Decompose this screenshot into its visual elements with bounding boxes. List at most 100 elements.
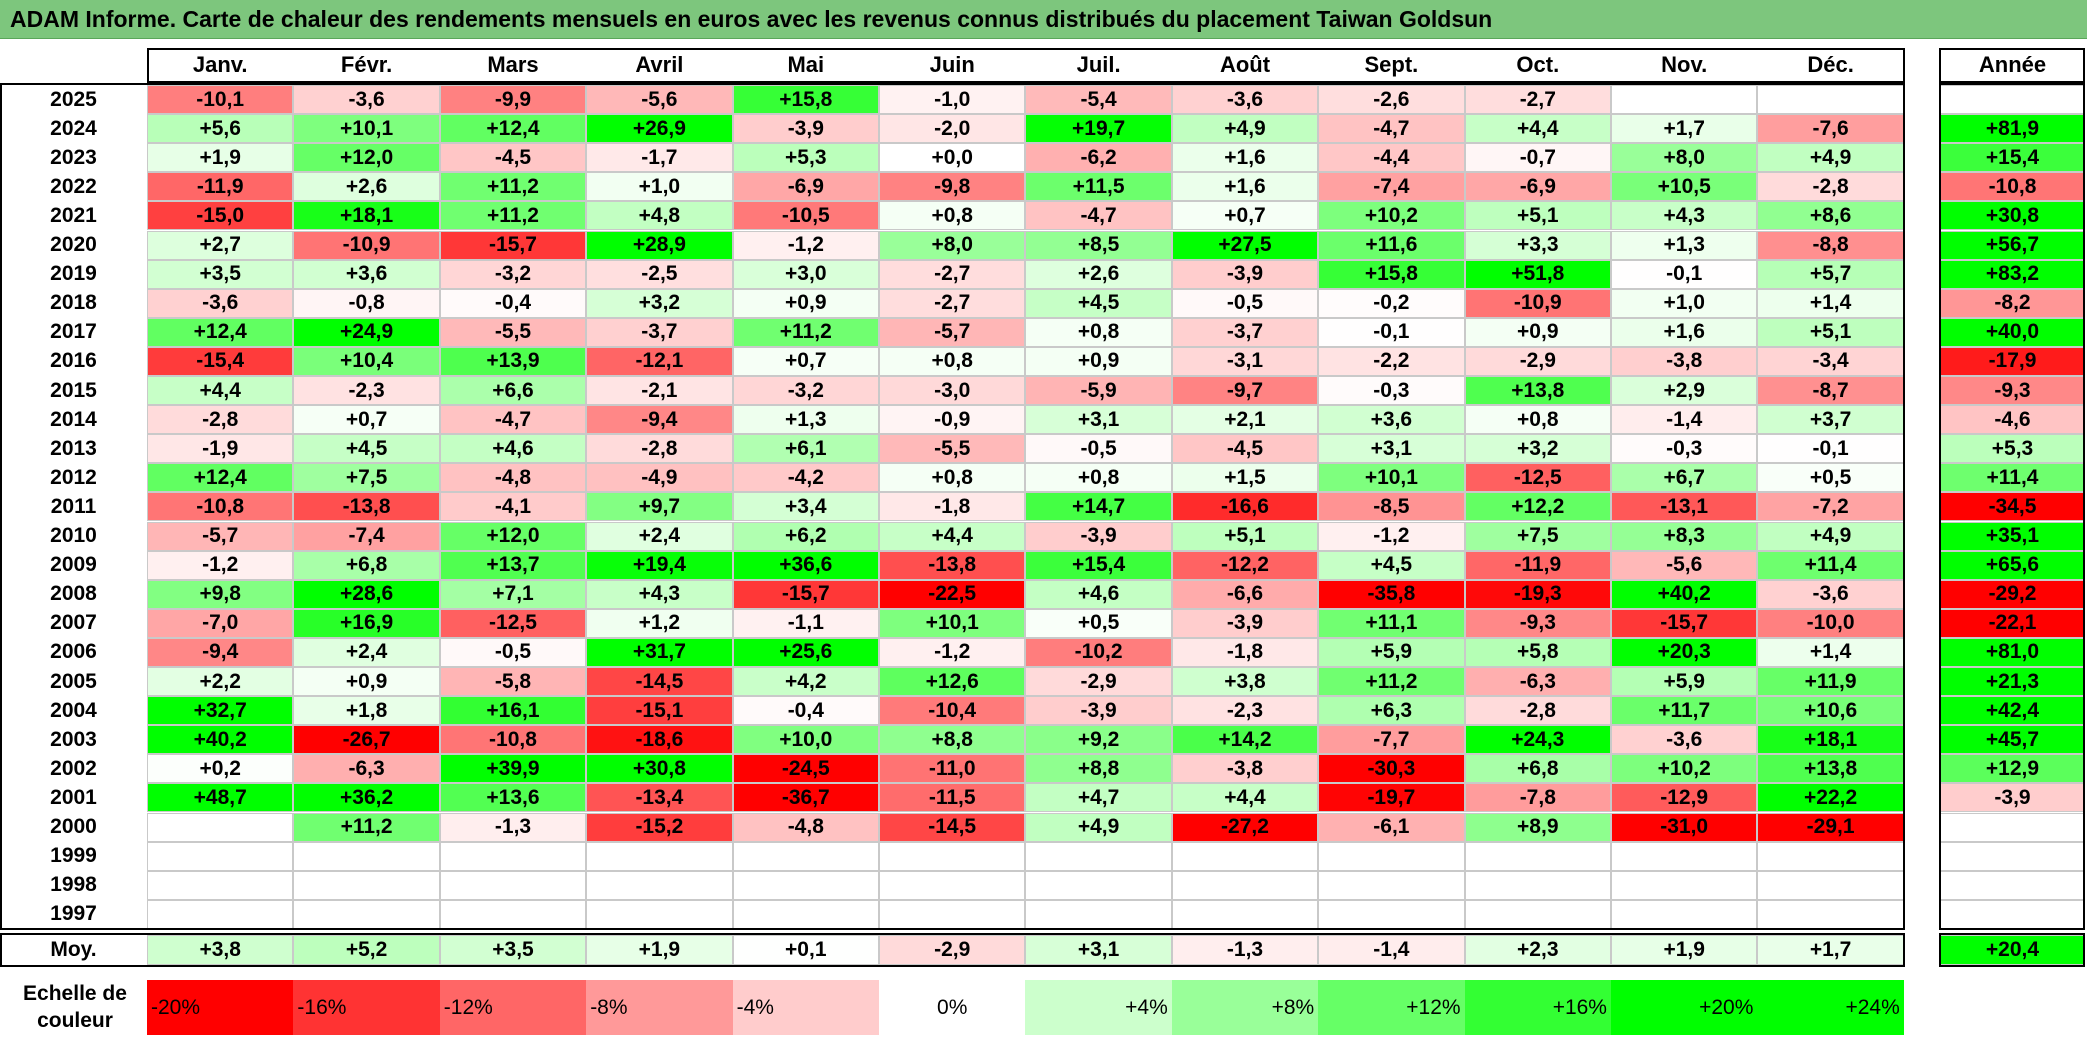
heatmap-cell: +11,2 <box>439 172 587 202</box>
heatmap-cell: +0,8 <box>1025 463 1172 493</box>
annual-cell: +21,3 <box>1940 667 2085 697</box>
report-title: ADAM Informe. Carte de chaleur des rende… <box>10 6 1493 32</box>
heatmap-cell: -1,4 <box>1611 405 1758 435</box>
heatmap-cell: -3,0 <box>879 376 1026 406</box>
heatmap-cell: +4,3 <box>1611 201 1758 231</box>
heatmap-cell: -2,7 <box>879 288 1026 318</box>
month-header: Juil. <box>1076 52 1121 77</box>
heatmap-cell: +0,8 <box>879 201 1026 231</box>
year-label: 1998 <box>50 873 97 897</box>
heatmap-cell: +2,6 <box>293 172 440 202</box>
heatmap-cell: +9,2 <box>1025 725 1172 755</box>
heatmap-cell: +28,9 <box>586 230 733 260</box>
heatmap-cell: +13,8 <box>1757 754 1904 784</box>
heatmap-cell: +4,6 <box>439 434 587 464</box>
year-label: 2013 <box>50 436 97 460</box>
heatmap-cell: -27,2 <box>1171 812 1319 842</box>
heatmap-cell: -7,4 <box>293 521 440 551</box>
heatmap-cell: +1,0 <box>1611 288 1758 318</box>
heatmap-cell: +10,0 <box>732 725 879 755</box>
heatmap-cell: +0,5 <box>1025 608 1172 638</box>
heatmap-cell: -1,2 <box>732 230 879 260</box>
heatmap-cell: -10,8 <box>147 492 294 522</box>
annual-header: Année <box>1978 52 2047 77</box>
heatmap-cell: +5,1 <box>1464 201 1611 231</box>
annual-cell: -22,1 <box>1940 608 2085 638</box>
heatmap-cell: +11,2 <box>439 201 587 231</box>
heatmap-cell: -4,7 <box>1025 201 1172 231</box>
heatmap-cell: +0,0 <box>879 143 1026 173</box>
heatmap-cell: +19,7 <box>1025 114 1172 144</box>
heatmap-cell: +0,8 <box>1464 405 1611 435</box>
heatmap-cell: -14,5 <box>879 812 1026 842</box>
heatmap-cell: +15,8 <box>732 85 879 115</box>
heatmap-cell: -6,3 <box>293 754 440 784</box>
heatmap-cell: +6,7 <box>1611 463 1758 493</box>
heatmap-cell: +11,2 <box>732 317 879 347</box>
average-cell: +3,8 <box>147 935 294 965</box>
heatmap-cell: -4,7 <box>1318 114 1465 144</box>
heatmap-cell: -18,6 <box>586 725 733 755</box>
heatmap-cell: +11,2 <box>1318 667 1465 697</box>
heatmap-cell <box>1171 899 1319 929</box>
heatmap-cell: -3,9 <box>1171 259 1319 289</box>
heatmap-cell <box>439 870 587 900</box>
heatmap-cell <box>1318 841 1465 871</box>
heatmap-cell: -6,9 <box>1464 172 1611 202</box>
heatmap-cell <box>732 841 879 871</box>
annual-cell: -3,9 <box>1940 783 2085 813</box>
heatmap-cell: -0,5 <box>1025 434 1172 464</box>
heatmap-cell: -3,6 <box>1611 725 1758 755</box>
color-scale-swatch: +20% <box>1611 980 1758 1035</box>
heatmap-cell: -3,8 <box>1611 346 1758 376</box>
average-cell: -1,4 <box>1318 935 1465 965</box>
heatmap-cell: -2,7 <box>879 259 1026 289</box>
heatmap-cell: +3,6 <box>1318 405 1465 435</box>
heatmap-cell: +0,7 <box>732 346 879 376</box>
heatmap-cell: +8,8 <box>879 725 1026 755</box>
heatmap-cell: +3,1 <box>1318 434 1465 464</box>
heatmap-cell: -0,4 <box>439 288 587 318</box>
heatmap-cell: -0,5 <box>1171 288 1319 318</box>
year-label: 2002 <box>50 756 97 780</box>
heatmap-cell: -0,7 <box>1464 143 1611 173</box>
heatmap-cell: +3,2 <box>586 288 733 318</box>
heatmap-cell: -10,2 <box>1025 637 1172 667</box>
heatmap-cell: -5,7 <box>879 317 1026 347</box>
heatmap-cell: -2,6 <box>1318 85 1465 115</box>
month-header: Déc. <box>1807 52 1854 77</box>
average-cell: +2,3 <box>1464 935 1611 965</box>
heatmap-cell: +36,6 <box>732 550 879 580</box>
annual-cell: +65,6 <box>1940 550 2085 580</box>
heatmap-cell: -1,0 <box>879 85 1026 115</box>
heatmap-cell: +4,6 <box>1025 579 1172 609</box>
average-cell: +3,1 <box>1025 935 1172 965</box>
year-label: 2003 <box>50 727 97 751</box>
heatmap-cell: +7,5 <box>1464 521 1611 551</box>
heatmap-cell: -7,6 <box>1757 114 1904 144</box>
heatmap-cell: +3,1 <box>1025 405 1172 435</box>
heatmap-cell: -13,4 <box>586 783 733 813</box>
heatmap-cell: +8,9 <box>1464 812 1611 842</box>
heatmap-cell: -5,5 <box>879 434 1026 464</box>
year-label: 2022 <box>50 174 97 198</box>
heatmap-cell: -0,1 <box>1318 317 1465 347</box>
heatmap-cell <box>879 841 1026 871</box>
color-scale-swatch: +4% <box>1025 980 1172 1035</box>
year-label: 2009 <box>50 553 97 577</box>
heatmap-cell: +30,8 <box>586 754 733 784</box>
year-label: 2015 <box>50 378 97 402</box>
heatmap-cell: +32,7 <box>147 696 294 726</box>
heatmap-cell: -0,1 <box>1757 434 1904 464</box>
heatmap-cell <box>1318 899 1465 929</box>
annual-cell <box>1940 841 2085 871</box>
year-label: 2001 <box>50 785 97 809</box>
annual-cell: +42,4 <box>1940 696 2085 726</box>
heatmap-cell: +13,9 <box>439 346 587 376</box>
heatmap-cell: -6,1 <box>1318 812 1465 842</box>
heatmap-cell: +5,1 <box>1757 317 1904 347</box>
heatmap-cell: +1,6 <box>1171 143 1319 173</box>
average-cell: -2,9 <box>879 935 1026 965</box>
heatmap-cell <box>1025 899 1172 929</box>
annual-cell: +56,7 <box>1940 230 2085 260</box>
